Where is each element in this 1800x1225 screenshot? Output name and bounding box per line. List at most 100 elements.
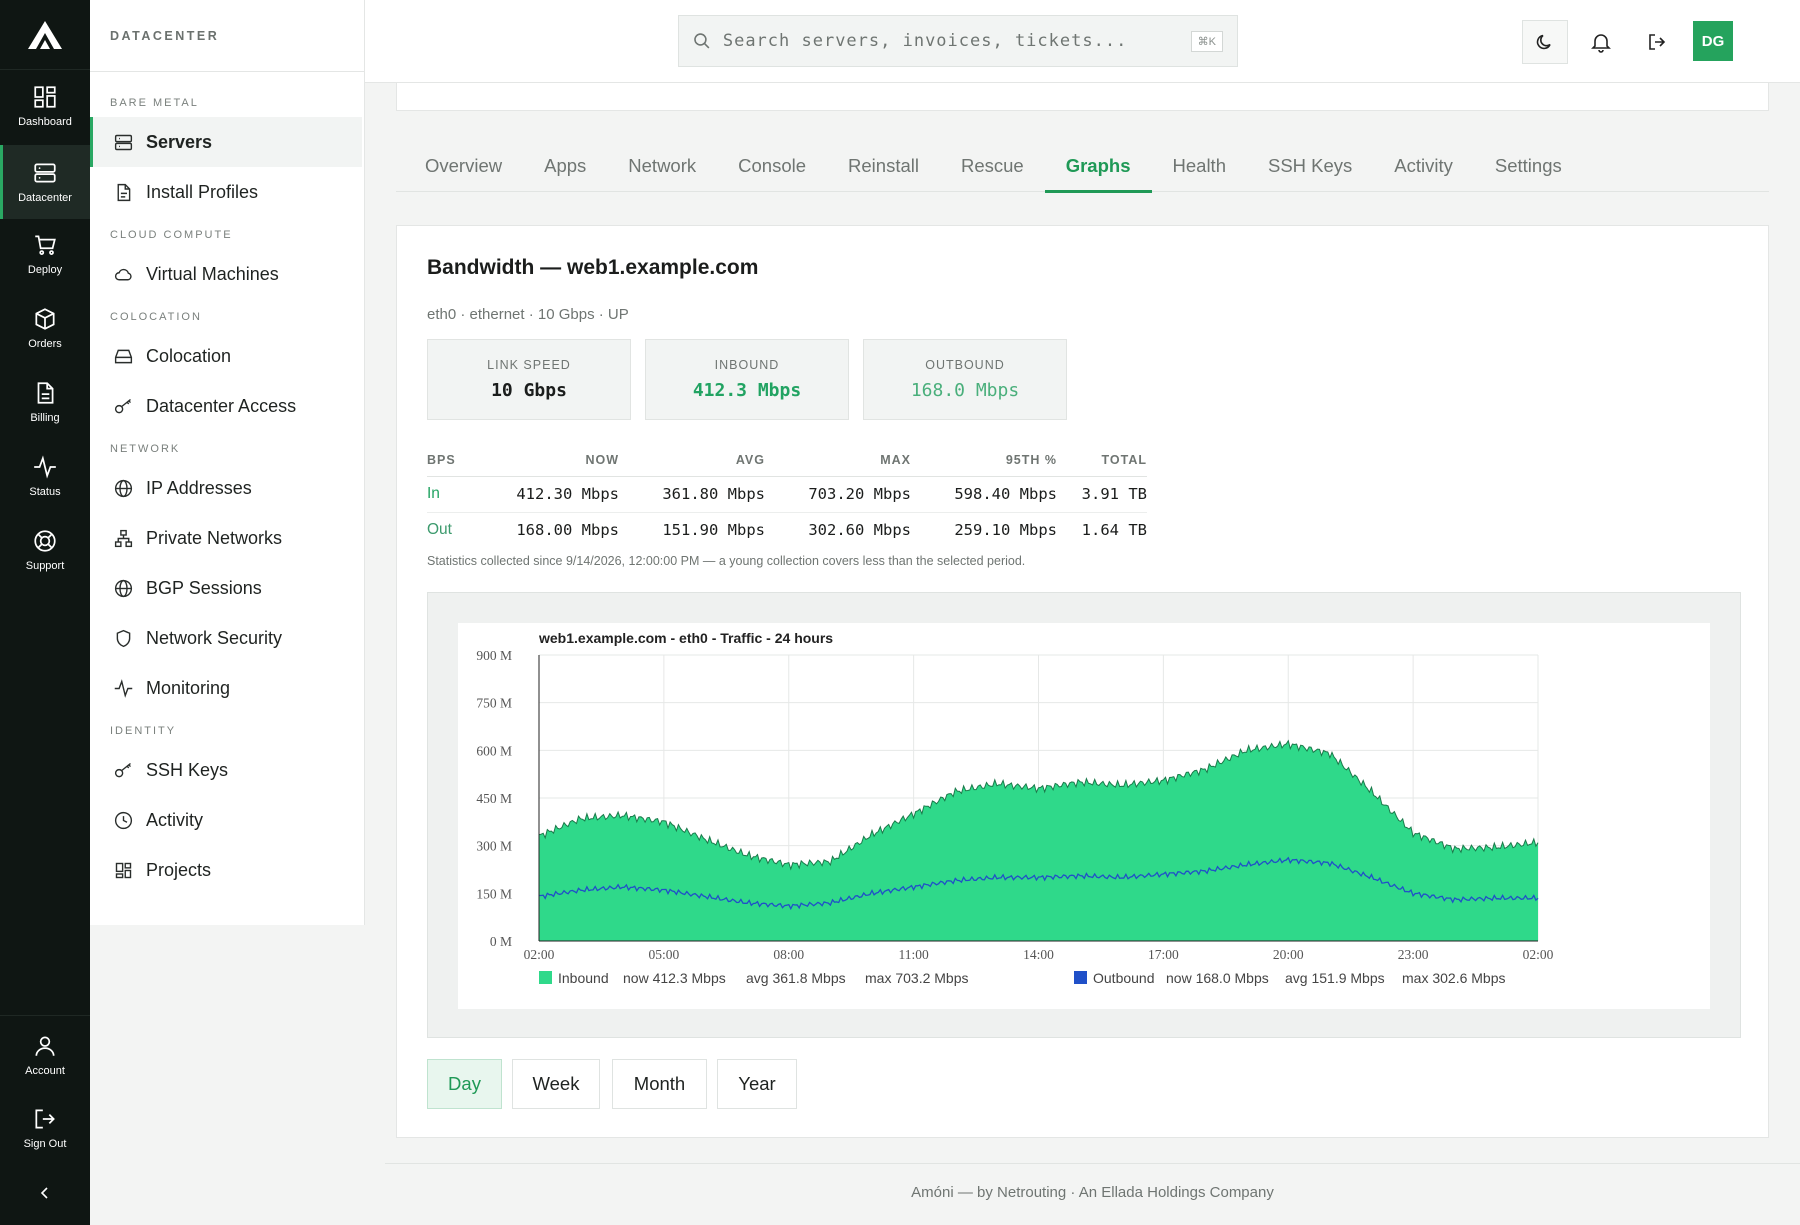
sidebar-item-bgp-sessions[interactable]: BGP Sessions bbox=[90, 563, 362, 613]
globe-icon bbox=[114, 479, 132, 497]
brand-logo[interactable] bbox=[0, 0, 90, 70]
tab-activity[interactable]: Activity bbox=[1394, 155, 1453, 176]
sidebar-item-label: Network Security bbox=[146, 627, 283, 648]
dashboard-icon bbox=[34, 86, 56, 108]
rail-item-dashboard[interactable]: Dashboard bbox=[0, 71, 90, 141]
sidebar-section-title: COLOCATION bbox=[110, 311, 202, 323]
traffic-graph-panel: web1.example.com - eth0 - Traffic - 24 h… bbox=[427, 592, 1741, 1038]
theme-toggle-button[interactable] bbox=[1522, 20, 1568, 64]
sidebar-item-ssh-keys[interactable]: SSH Keys bbox=[90, 745, 362, 795]
tab-overview[interactable]: Overview bbox=[425, 155, 503, 176]
sidebar-item-label: Private Networks bbox=[146, 527, 283, 548]
tab-apps[interactable]: Apps bbox=[544, 155, 587, 176]
rail-item-billing[interactable]: Billing bbox=[0, 367, 90, 437]
stat-label: INBOUND bbox=[714, 358, 780, 372]
sidebar-item-label: Activity bbox=[146, 809, 204, 830]
x-tick-label: 02:00 bbox=[524, 947, 555, 962]
sidebar-item-label: Install Profiles bbox=[146, 181, 259, 202]
tab-reinstall[interactable]: Reinstall bbox=[848, 155, 919, 176]
sidebar-item-label: Virtual Machines bbox=[146, 263, 279, 284]
clock-icon bbox=[114, 811, 132, 829]
bandwidth-card: Bandwidth — web1.example.com eth0 · ethe… bbox=[396, 225, 1769, 1138]
rail-item-sign-out[interactable]: Sign Out bbox=[0, 1093, 90, 1163]
period-day-button[interactable]: Day bbox=[427, 1059, 502, 1109]
footer: Amóni — by Netrouting · An Ellada Holdin… bbox=[385, 1163, 1800, 1225]
sidebar-item-label: Datacenter Access bbox=[146, 395, 297, 416]
col-header: AVG bbox=[619, 444, 765, 477]
sidebar-section-title: IDENTITY bbox=[110, 725, 177, 737]
col-header: 95TH % bbox=[911, 444, 1057, 477]
cell: 598.40 Mbps bbox=[911, 476, 1057, 513]
sign-out-icon bbox=[1649, 34, 1666, 50]
x-tick-label: 14:00 bbox=[1023, 947, 1054, 962]
traffic-chart: web1.example.com - eth0 - Traffic - 24 h… bbox=[476, 630, 1553, 986]
collapse-rail-button[interactable] bbox=[0, 1163, 90, 1223]
sidebar-item-label: Projects bbox=[146, 859, 212, 880]
sidebar-item-monitoring[interactable]: Monitoring bbox=[90, 663, 362, 713]
y-tick-label: 150 M bbox=[476, 886, 512, 901]
sidebar-item-virtual-machines[interactable]: Virtual Machines bbox=[90, 249, 362, 299]
y-tick-label: 600 M bbox=[476, 743, 512, 758]
sidebar-item-label: Colocation bbox=[146, 345, 232, 366]
cell: 361.80 Mbps bbox=[619, 476, 765, 513]
user-icon bbox=[35, 1036, 55, 1056]
legend-outbound-text: avg 151.9 Mbps bbox=[1285, 970, 1385, 986]
sidebar-item-servers[interactable]: Servers bbox=[90, 117, 362, 167]
sidebar-item-colocation[interactable]: Colocation bbox=[90, 331, 362, 381]
period-week-button[interactable]: Week bbox=[512, 1059, 600, 1109]
search-input[interactable] bbox=[722, 31, 1179, 51]
cell: 168.00 Mbps bbox=[516, 521, 619, 540]
rail-item-datacenter[interactable]: Datacenter bbox=[0, 145, 90, 219]
sidebar-section-title: NETWORK bbox=[110, 443, 181, 455]
period-year-button[interactable]: Year bbox=[717, 1059, 797, 1109]
legend-inbound-text: avg 361.8 Mbps bbox=[746, 970, 846, 986]
sidebar-item-projects[interactable]: Projects bbox=[90, 845, 362, 895]
tab-health[interactable]: Health bbox=[1172, 155, 1226, 176]
y-tick-label: 450 M bbox=[476, 791, 512, 806]
legend-inbound-text: Inbound bbox=[558, 970, 609, 986]
tab-ssh-keys[interactable]: SSH Keys bbox=[1267, 155, 1353, 176]
tab-console[interactable]: Console bbox=[738, 155, 807, 176]
cart-icon bbox=[35, 235, 56, 255]
sidebar-item-activity[interactable]: Activity bbox=[90, 795, 362, 845]
lifebuoy-icon bbox=[34, 530, 56, 552]
tab-rescue[interactable]: Rescue bbox=[960, 155, 1024, 176]
col-header: MAX bbox=[765, 444, 911, 477]
network-icon bbox=[114, 529, 132, 547]
topbar: ⌘K DG bbox=[365, 0, 1800, 83]
search-box[interactable]: ⌘K bbox=[678, 15, 1238, 67]
key-icon bbox=[114, 398, 131, 413]
globe-icon bbox=[114, 579, 132, 597]
rail-item-deploy[interactable]: Deploy bbox=[0, 219, 90, 289]
rail-item-status[interactable]: Status bbox=[0, 441, 90, 511]
table-header-row: BPS NOW AVG MAX 95TH % TOTAL bbox=[427, 444, 1147, 477]
y-tick-label: 300 M bbox=[476, 839, 512, 854]
sidebar-section-title: BARE METAL bbox=[110, 97, 199, 109]
drive-icon bbox=[114, 349, 132, 363]
rail-item-account[interactable]: Account bbox=[0, 1020, 90, 1090]
cell: 302.60 Mbps bbox=[808, 521, 911, 540]
sidebar-item-ip-addresses[interactable]: IP Addresses bbox=[90, 463, 362, 513]
notifications-button[interactable] bbox=[1578, 20, 1624, 64]
tab-settings[interactable]: Settings bbox=[1494, 155, 1562, 176]
x-tick-label: 11:00 bbox=[899, 947, 929, 962]
rail-item-orders[interactable]: Orders bbox=[0, 293, 90, 363]
tab-graphs[interactable]: Graphs bbox=[1044, 145, 1152, 193]
tab-network[interactable]: Network bbox=[628, 155, 697, 176]
rail-item-support[interactable]: Support bbox=[0, 515, 90, 585]
avatar[interactable]: DG bbox=[1693, 21, 1733, 61]
stat-inbound: INBOUND 412.3 Mbps bbox=[645, 339, 849, 420]
bell-icon bbox=[1591, 34, 1611, 53]
server-icon bbox=[114, 134, 132, 150]
sidebar-item-label: IP Addresses bbox=[146, 477, 252, 498]
logout-button[interactable] bbox=[1634, 20, 1680, 64]
sidebar-item-private-networks[interactable]: Private Networks bbox=[90, 513, 362, 563]
sidebar-item-install-profiles[interactable]: Install Profiles bbox=[90, 167, 362, 217]
period-month-button[interactable]: Month bbox=[612, 1059, 707, 1109]
sidebar-item-network-security[interactable]: Network Security bbox=[90, 613, 362, 663]
stat-value: 412.3 Mbps bbox=[692, 380, 802, 401]
stat-value: 168.0 Mbps bbox=[910, 380, 1020, 401]
stat-link-speed: LINK SPEED 10 Gbps bbox=[427, 339, 631, 420]
sidebar-item-datacenter-access[interactable]: Datacenter Access bbox=[90, 381, 362, 431]
x-tick-label: 23:00 bbox=[1398, 947, 1429, 962]
